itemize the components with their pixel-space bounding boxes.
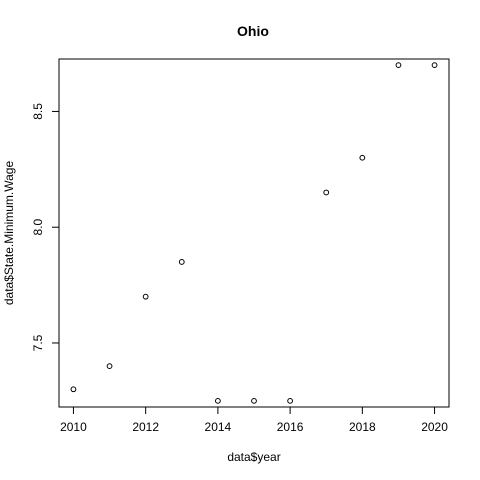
y-axis-label: data$State.Minimum.Wage bbox=[2, 161, 16, 306]
y-tick-label: 8.5 bbox=[31, 103, 45, 120]
data-point bbox=[395, 62, 402, 69]
data-point bbox=[214, 397, 221, 404]
data-point bbox=[106, 363, 113, 370]
y-tick-label: 7.5 bbox=[31, 334, 45, 351]
x-tick-label: 2020 bbox=[421, 420, 448, 434]
x-tick-label: 2018 bbox=[349, 420, 376, 434]
data-point bbox=[323, 189, 330, 196]
data-point bbox=[287, 397, 294, 404]
plot-frame bbox=[58, 58, 450, 408]
data-points bbox=[70, 62, 438, 404]
data-point bbox=[431, 62, 438, 69]
data-point bbox=[359, 154, 366, 161]
x-tick-label: 2016 bbox=[277, 420, 304, 434]
data-point bbox=[142, 293, 149, 300]
data-point bbox=[70, 386, 77, 393]
y-tick-label: 8.0 bbox=[31, 219, 45, 236]
x-axis-label: data$year bbox=[227, 450, 280, 464]
chart-title: Ohio bbox=[237, 23, 269, 39]
x-tick-label: 2010 bbox=[60, 420, 87, 434]
data-point bbox=[178, 259, 185, 265]
y-axis: 7.5 8.0 8.5 bbox=[31, 103, 59, 351]
x-tick-label: 2012 bbox=[132, 420, 159, 434]
data-point bbox=[251, 397, 257, 404]
x-axis: 2010 2012 2014 2016 2018 2020 bbox=[60, 407, 448, 434]
x-tick-label: 2014 bbox=[205, 420, 232, 434]
